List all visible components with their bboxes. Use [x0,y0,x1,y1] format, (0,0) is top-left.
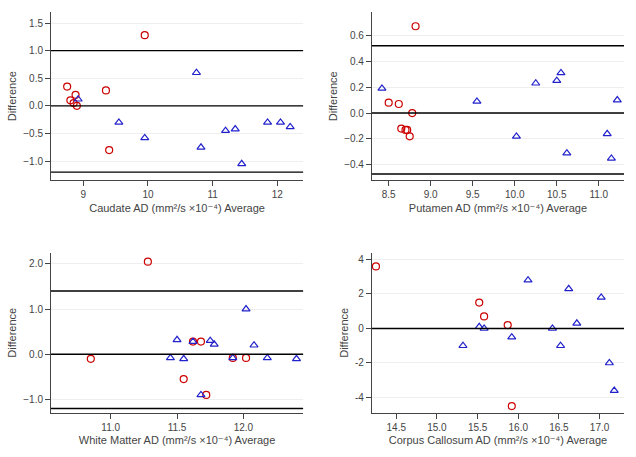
svg-text:16.0: 16.0 [509,422,529,433]
svg-text:8.5: 8.5 [382,189,396,200]
svg-text:0.0: 0.0 [29,349,43,360]
svg-text:11.0: 11.0 [101,422,120,433]
svg-text:Difference: Difference [327,71,339,121]
svg-text:0.6: 0.6 [350,30,364,41]
svg-text:0.0: 0.0 [350,108,364,119]
svg-text:9.0: 9.0 [424,189,438,200]
svg-text:17.0: 17.0 [590,422,610,433]
svg-text:−0.4: −0.4 [344,159,364,170]
svg-text:-2: -2 [355,357,364,368]
svg-text:10.0: 10.0 [505,189,525,200]
svg-text:White Matter AD (mm²/s ×10⁻⁴): White Matter AD (mm²/s ×10⁻⁴) Average [79,434,275,446]
svg-text:9.5: 9.5 [466,189,480,200]
svg-text:1.5: 1.5 [29,18,43,29]
svg-text:−0.2: −0.2 [344,133,364,144]
svg-text:4: 4 [358,254,364,265]
svg-text:16.5: 16.5 [549,422,569,433]
svg-text:10.5: 10.5 [547,189,567,200]
svg-text:12.0: 12.0 [234,422,254,433]
svg-text:0.4: 0.4 [350,56,364,67]
svg-text:10: 10 [142,189,154,200]
svg-text:1.0: 1.0 [29,304,43,315]
svg-text:11.5: 11.5 [168,422,187,433]
svg-text:Caudate AD (mm²/s ×10⁻⁴) Avera: Caudate AD (mm²/s ×10⁻⁴) Average [89,202,265,214]
svg-text:Corpus Callosum AD (mm²/s ×10⁻: Corpus Callosum AD (mm²/s ×10⁻⁴) Average [389,434,608,446]
svg-text:2: 2 [358,288,364,299]
svg-text:0.2: 0.2 [350,82,364,93]
svg-text:11.0: 11.0 [589,189,608,200]
svg-text:Difference: Difference [6,71,18,121]
svg-text:15.5: 15.5 [468,422,488,433]
svg-text:14.5: 14.5 [387,422,407,433]
svg-text:Difference: Difference [338,308,350,358]
svg-text:2.0: 2.0 [29,258,43,269]
svg-text:−1.0: −1.0 [23,394,43,405]
svg-text:0: 0 [358,323,364,334]
svg-text:−1.0: −1.0 [23,156,43,167]
svg-text:-4: -4 [355,392,364,403]
svg-text:1.0: 1.0 [29,45,43,56]
svg-text:−0.5: −0.5 [23,128,43,139]
svg-text:Putamen AD (mm²/s ×10⁻⁴) Avera: Putamen AD (mm²/s ×10⁻⁴) Average [409,202,587,214]
svg-text:12: 12 [272,189,284,200]
svg-text:11: 11 [207,189,218,200]
svg-text:Difference: Difference [6,308,18,358]
svg-text:0.5: 0.5 [29,73,43,84]
svg-text:0.0: 0.0 [29,100,43,111]
svg-text:15.0: 15.0 [427,422,447,433]
svg-text:9: 9 [81,189,87,200]
